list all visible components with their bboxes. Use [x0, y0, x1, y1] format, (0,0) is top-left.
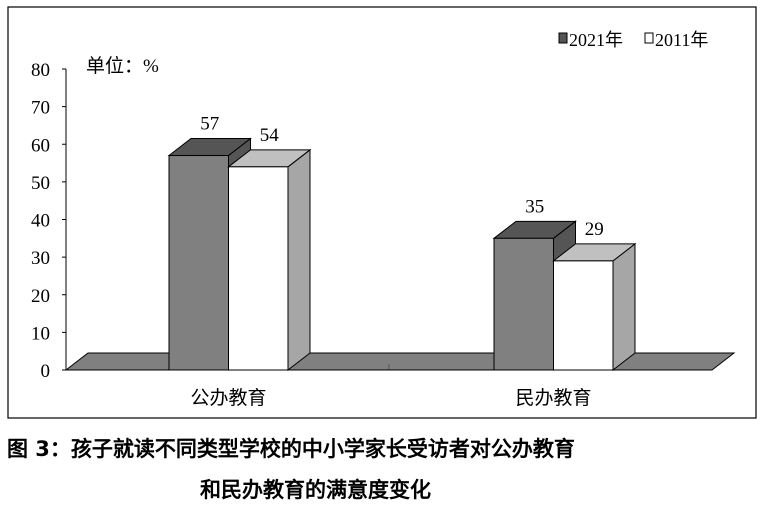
y-tick-label: 50: [31, 173, 50, 194]
bar-chart: 0 10 20 30 40 50 60 70 80 57 54 公办教育 35 29 民办教育 单位：% 2…: [7, 6, 757, 419]
bar-2011: [552, 242, 637, 372]
y-tick-label: 0: [41, 361, 51, 382]
legend-swatch: [558, 32, 568, 44]
legend-label: 2021年: [569, 30, 623, 50]
legend-label: 2011年: [655, 30, 708, 50]
x-tick-label: 公办教育: [190, 387, 266, 409]
bar-front: [228, 166, 289, 371]
bar-side: [287, 148, 311, 372]
data-label: 35: [525, 196, 544, 217]
data-label: 29: [585, 219, 604, 240]
y-tick-label: 80: [31, 60, 50, 81]
legend: 2021年 2011年: [558, 30, 708, 50]
data-label: 57: [200, 114, 219, 135]
bar-side: [612, 242, 636, 372]
y-tick-label: 60: [31, 135, 50, 156]
y-tick-label: 10: [31, 323, 50, 344]
unit-label: 单位：%: [86, 55, 159, 77]
legend-swatch: [644, 32, 654, 44]
figure-caption-line1: 图 3：孩子就读不同类型学校的中小学家长受访者对公办教育: [7, 437, 575, 461]
data-label: 54: [260, 125, 280, 146]
y-tick-label: 30: [31, 248, 50, 269]
bar-front: [553, 260, 614, 371]
bar-2011: [227, 148, 312, 372]
bar-front: [493, 237, 554, 371]
y-tick-label: 70: [31, 98, 50, 119]
chart-floor: [64, 352, 736, 371]
figure-caption-line2: 和民办教育的满意度变化: [200, 478, 431, 502]
y-tick-label: 20: [31, 286, 50, 307]
x-tick-label: 民办教育: [515, 387, 591, 409]
bar-front: [168, 155, 229, 371]
y-tick-label: 40: [31, 211, 50, 232]
